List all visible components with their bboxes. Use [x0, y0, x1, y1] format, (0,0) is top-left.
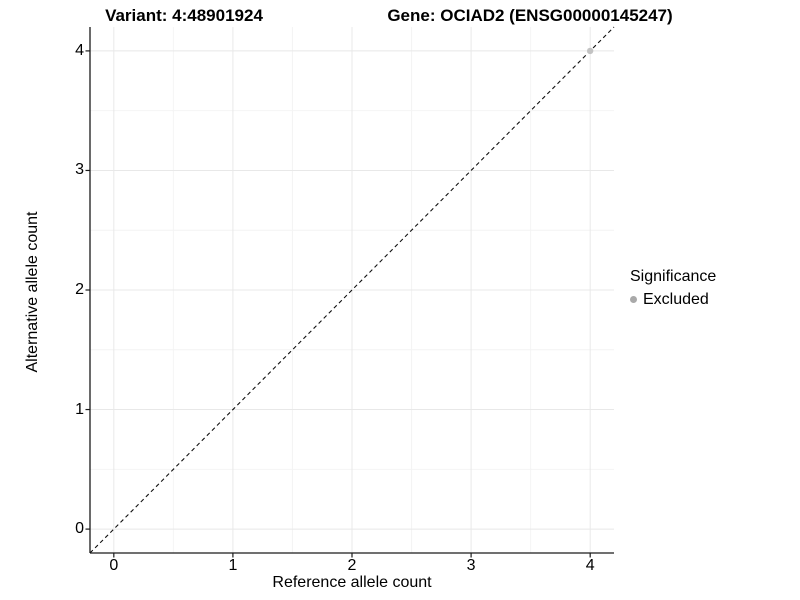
- y-tick-label: 3: [75, 161, 84, 179]
- x-tick-label: 3: [466, 557, 476, 574]
- legend: Significance Excluded: [630, 268, 716, 308]
- x-tick-label: 2: [347, 557, 357, 574]
- y-tick-label: 4: [75, 41, 84, 59]
- identity-line: [89, 26, 615, 554]
- y-tick-label: 0: [75, 520, 84, 538]
- y-tick-label: 1: [75, 400, 84, 418]
- x-tick-label: 4: [585, 557, 595, 574]
- x-axis-title: Reference allele count: [272, 574, 432, 591]
- legend-title: Significance: [630, 268, 717, 285]
- x-tick-label: 0: [109, 557, 119, 574]
- gene-title: Gene: OCIAD2 (ENSG00000145247): [387, 6, 673, 25]
- legend-key-dot-icon: [630, 296, 637, 303]
- variant-title: Variant: 4:48901924: [105, 6, 263, 25]
- x-tick-label: 1: [228, 557, 238, 574]
- legend-entry-label: Excluded: [643, 291, 709, 308]
- y-tick-label: 2: [75, 281, 84, 298]
- y-axis-title: Alternative allele count: [24, 211, 41, 373]
- legend-entry: Excluded: [630, 291, 716, 308]
- data-point: [586, 47, 594, 55]
- legend-entries: Excluded: [630, 291, 716, 308]
